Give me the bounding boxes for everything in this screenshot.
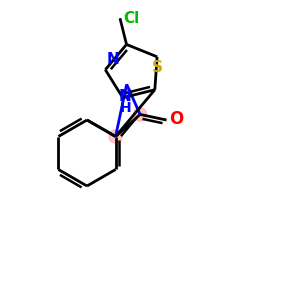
- Text: S: S: [152, 60, 163, 75]
- Circle shape: [109, 130, 122, 143]
- Text: N: N: [119, 89, 132, 104]
- Text: N: N: [107, 52, 120, 67]
- Text: Cl: Cl: [124, 11, 140, 26]
- Text: H: H: [119, 101, 131, 115]
- Text: O: O: [169, 110, 184, 128]
- Circle shape: [134, 108, 147, 121]
